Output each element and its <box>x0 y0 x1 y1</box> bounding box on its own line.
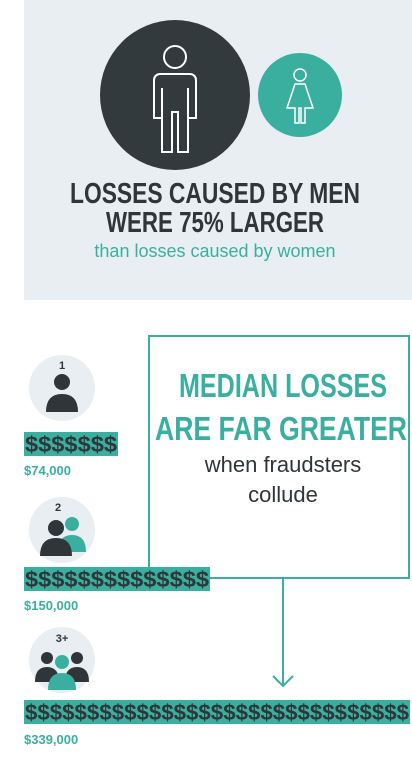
group-count: 1 <box>59 360 65 372</box>
dollar-signs: $$$$$$$ <box>25 432 117 457</box>
woman-icon <box>285 68 315 124</box>
amount: $74,000 <box>24 463 71 478</box>
woman-circle <box>258 53 342 137</box>
headline: LOSSES CAUSED BY MEN <box>70 178 360 210</box>
group-count: 3+ <box>56 633 69 645</box>
dollar-bar <box>24 567 210 591</box>
callout-text: collude <box>248 482 318 507</box>
amount: $150,000 <box>24 598 78 613</box>
people-icon <box>35 652 89 690</box>
amount: $339,000 <box>24 732 78 747</box>
man-icon <box>153 45 197 153</box>
callout-box <box>148 335 410 579</box>
subtitle: than losses caused by women <box>94 241 335 261</box>
dollar-bar <box>24 700 410 724</box>
man-circle <box>100 20 250 170</box>
callout-text: when fraudsters <box>204 452 362 477</box>
callout-title: MEDIAN LOSSES <box>179 367 387 404</box>
people-icon <box>40 517 86 556</box>
callout-title: ARE FAR GREATER <box>155 410 407 447</box>
group-count: 2 <box>55 502 61 514</box>
dollar-bar <box>24 432 118 456</box>
dollar-signs: $$$$$$$$$$$$$$ <box>25 567 209 592</box>
person-icon <box>46 374 78 412</box>
headline: WERE 75% LARGER <box>106 207 324 239</box>
dollar-signs: $$$$$$$$$$$$$$$$$$$$$$$$$$$$$$$ <box>25 700 409 725</box>
arrow-head <box>272 675 294 688</box>
